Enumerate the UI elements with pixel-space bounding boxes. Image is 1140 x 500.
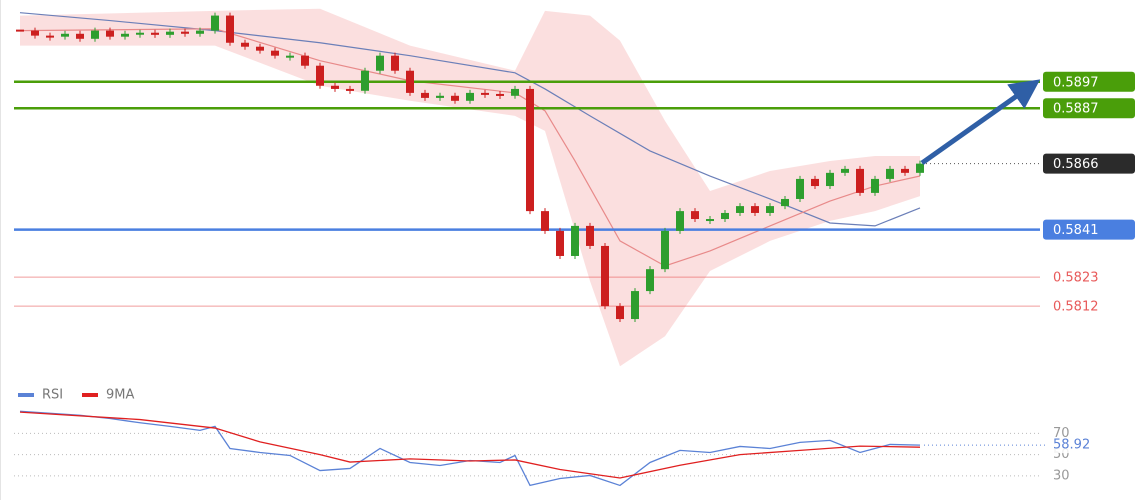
candle <box>691 211 699 220</box>
candle <box>466 92 474 101</box>
candle <box>166 31 174 35</box>
candle <box>211 15 219 31</box>
candle <box>601 245 609 307</box>
candle <box>811 178 819 187</box>
candle <box>856 168 864 193</box>
rsi-line <box>19 410 921 487</box>
level-label-box <box>1043 98 1135 119</box>
candle <box>226 15 234 43</box>
candle <box>316 65 324 86</box>
level-label: 0.5841 <box>1053 223 1099 238</box>
level-label: 0.5812 <box>1053 300 1099 315</box>
candle <box>511 88 519 96</box>
candle <box>871 178 879 193</box>
candle <box>406 70 414 93</box>
candle <box>646 269 654 292</box>
candle <box>751 206 759 213</box>
candle <box>46 35 54 38</box>
candle <box>826 172 834 187</box>
candle-layer <box>16 12 924 323</box>
candle <box>841 168 849 173</box>
candle <box>16 29 24 32</box>
level-label: 0.5866 <box>1053 157 1099 172</box>
label-layer: 0.5897 0.5887 0.5866 0.5841 0.5823 0.5812 <box>1043 71 1135 315</box>
level-label-box <box>1043 71 1135 92</box>
candle <box>241 42 249 47</box>
candle <box>121 33 129 37</box>
level-label: 0.5823 <box>1053 271 1099 286</box>
legend-label: RSI <box>42 388 63 403</box>
candle <box>586 225 594 246</box>
candle <box>796 178 804 199</box>
candle <box>661 230 669 270</box>
candle <box>286 55 294 58</box>
moving-average <box>19 28 921 267</box>
y-tick-label: 70 <box>1053 426 1070 441</box>
candle <box>361 70 369 91</box>
candle <box>181 31 189 34</box>
candle <box>766 206 774 213</box>
candle <box>76 33 84 39</box>
candle <box>136 32 144 35</box>
candle <box>451 95 459 101</box>
candle <box>706 219 714 222</box>
candle <box>346 88 354 91</box>
rsi-current-label: 58.92 <box>1053 438 1090 453</box>
level-label-box <box>1043 153 1135 174</box>
candle <box>616 306 624 320</box>
candle <box>376 55 384 71</box>
candle <box>391 55 399 71</box>
candle <box>526 88 534 212</box>
candle <box>676 211 684 231</box>
candle <box>256 46 264 51</box>
candle <box>106 30 114 37</box>
rsi-line <box>19 411 921 479</box>
candle <box>61 33 69 37</box>
bollinger-band <box>20 8 920 367</box>
trend-arrow <box>920 79 1041 166</box>
candle <box>541 211 549 231</box>
candle <box>886 168 894 179</box>
candle <box>271 50 279 56</box>
candle <box>331 85 339 89</box>
candle <box>631 291 639 320</box>
level-label-box <box>1043 219 1135 240</box>
legend-label: 9MA <box>106 388 134 403</box>
band-layer <box>19 8 921 367</box>
candle <box>736 206 744 213</box>
candle <box>781 198 789 207</box>
level-label: 0.5887 <box>1053 102 1099 117</box>
candle <box>721 212 729 220</box>
candle <box>571 225 579 256</box>
candle <box>496 93 504 96</box>
candle <box>91 30 99 39</box>
candle <box>901 168 909 173</box>
candle <box>196 30 204 34</box>
candle <box>916 163 924 173</box>
y-tick-label: 30 <box>1053 468 1070 483</box>
rsi-current-bg <box>1048 437 1098 454</box>
candle <box>301 55 309 66</box>
candle <box>421 92 429 98</box>
candle <box>481 92 489 95</box>
candle <box>31 30 39 36</box>
candle <box>556 230 564 256</box>
candle <box>151 32 159 35</box>
candle <box>436 95 444 98</box>
level-label: 0.5897 <box>1053 75 1099 90</box>
